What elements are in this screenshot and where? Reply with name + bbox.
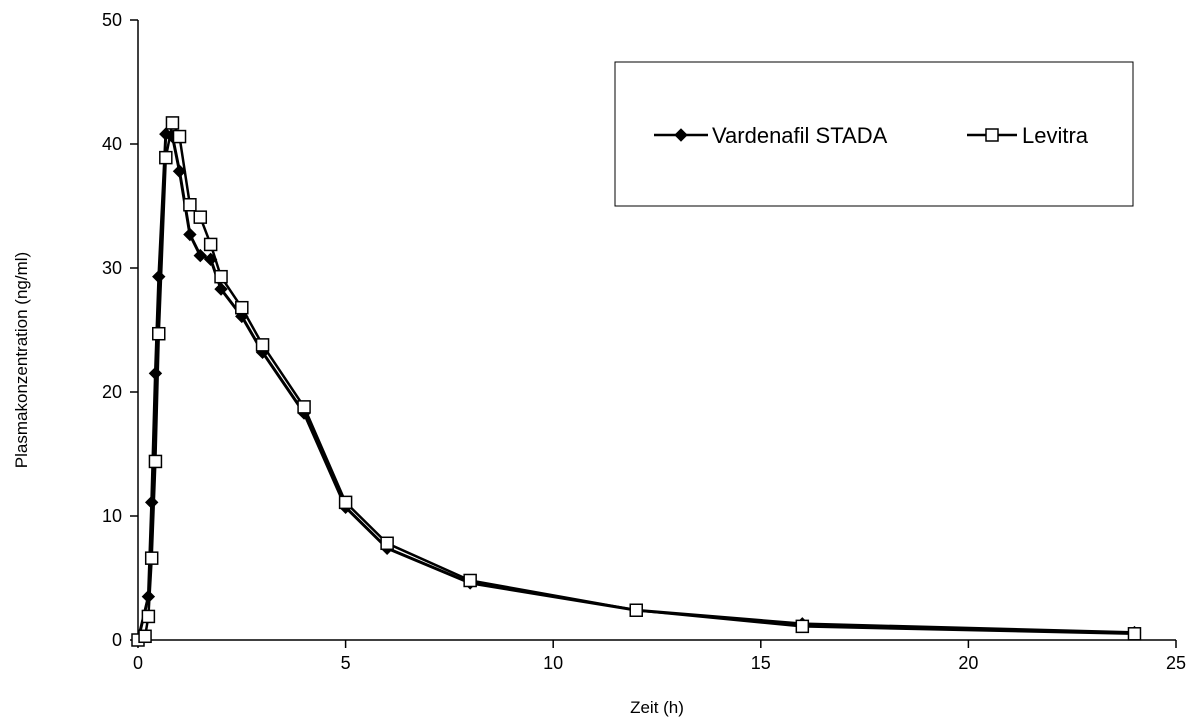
x-tick-label: 10 [543,653,563,673]
x-tick-label: 5 [341,653,351,673]
data-point [152,326,166,341]
data-point [144,551,159,565]
data-point [255,338,270,352]
data-point [159,150,173,165]
x-tick-label: 25 [1166,653,1186,673]
x-axis-title: Zeit (h) [630,698,684,717]
y-tick-label: 0 [112,630,122,650]
x-tick-label: 20 [958,653,978,673]
x-tick-label: 0 [133,653,143,673]
data-point [183,227,197,242]
data-point [138,629,152,644]
series-layer [131,116,1142,647]
y-ticks: 0 10 20 30 40 50 [102,10,138,650]
legend-label: Vardenafil STADA [712,123,888,148]
data-point [148,366,163,381]
legend-label: Levitra [1022,123,1089,148]
data-point [214,282,228,296]
data-point [165,116,180,130]
data-point [463,573,477,588]
data-point [214,269,228,284]
x-tick-label: 15 [751,653,771,673]
y-axis-title: Plasmakonzentration (ng/ml) [12,252,31,468]
data-point [144,495,159,510]
data-point [380,536,394,551]
series-line [136,132,1135,641]
data-point [235,300,249,315]
data-point [152,269,166,284]
series-line [137,121,1135,642]
y-tick-label: 20 [102,382,122,402]
legend-items: Vardenafil STADA Levitra [654,123,1089,148]
x-ticks: 0 5 10 15 20 25 [133,640,1186,673]
data-point [141,609,156,624]
data-point [297,400,311,414]
data-point [193,210,208,224]
legend-item: Vardenafil STADA [654,123,888,148]
data-point [172,129,187,144]
data-point [338,495,353,510]
data-point [1127,627,1142,641]
y-tick-label: 50 [102,10,122,30]
data-point [193,248,207,263]
data-point [183,198,197,212]
data-point [629,603,643,617]
data-point [203,237,218,252]
legend: Vardenafil STADA Levitra [614,61,1134,207]
axes [137,20,1176,641]
legend-item: Levitra [967,123,1089,148]
data-point [795,619,810,634]
series-levitra [131,116,1142,647]
legend-square-marker [985,128,999,142]
y-tick-label: 10 [102,506,122,526]
legend-diamond-marker [674,128,688,142]
y-tick-label: 40 [102,134,122,154]
data-point [148,454,163,469]
y-tick-label: 30 [102,258,122,278]
